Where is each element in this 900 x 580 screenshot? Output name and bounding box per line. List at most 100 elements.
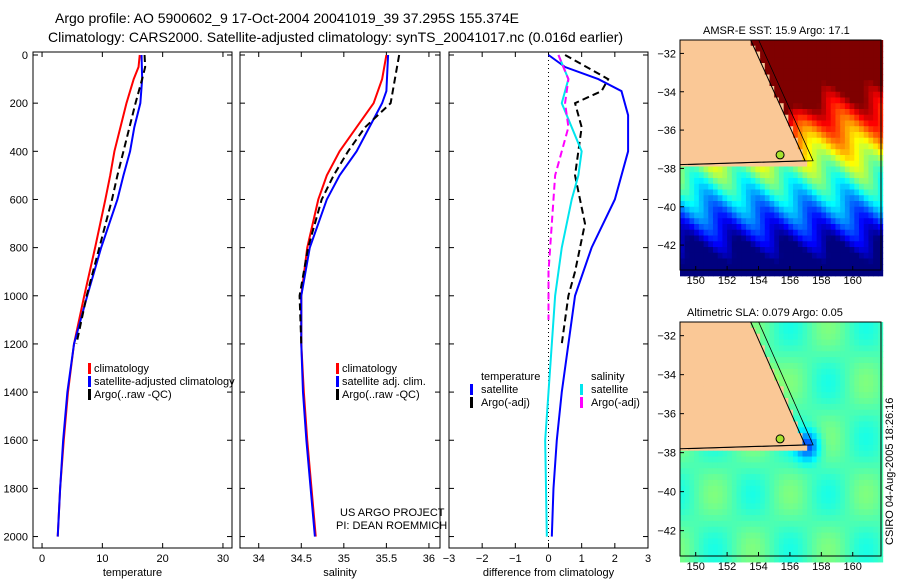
map-cell: [830, 450, 837, 458]
map-cell: [816, 322, 822, 329]
map-cell: [844, 368, 851, 376]
map-cell: [868, 91, 874, 99]
map-cell: [760, 212, 766, 219]
map-cell: [698, 91, 705, 99]
map-cell: [854, 143, 860, 150]
map-cell: [750, 322, 756, 329]
map-cell: [689, 503, 695, 510]
map-cell: [712, 172, 719, 179]
map-cell: [807, 172, 813, 179]
map-cell: [797, 51, 804, 58]
map-cell: [712, 427, 719, 434]
map-cell: [684, 97, 691, 104]
map-cell: [774, 189, 780, 196]
map-frame: [679, 39, 882, 271]
map-cell: [788, 97, 794, 104]
map-cell: [760, 491, 766, 499]
map-cell: [811, 339, 818, 346]
map-cell: [821, 103, 827, 110]
map-cell: [741, 520, 747, 528]
map-cell: [684, 57, 691, 64]
map-cell: [821, 515, 827, 522]
map-cell: [821, 532, 827, 540]
map-cell: [717, 374, 723, 382]
map-cell: [802, 427, 808, 434]
map-cell: [868, 468, 874, 475]
map-cell: [844, 126, 851, 133]
map-cell: [859, 509, 865, 516]
map-cell: [712, 322, 719, 329]
map-cell: [750, 172, 756, 179]
map-cell: [830, 398, 837, 405]
map-cell: [844, 80, 851, 87]
map-cell: [788, 235, 794, 242]
map-cell: [868, 212, 874, 219]
map-cell: [849, 247, 855, 254]
map-cell: [873, 270, 879, 277]
map-cell: [854, 415, 860, 423]
map-cell: [797, 57, 804, 64]
map-cell: [741, 374, 747, 382]
map-cell: [778, 132, 785, 139]
map-cell: [849, 474, 855, 481]
map-cell: [868, 462, 874, 469]
map-cell: [680, 45, 686, 53]
map-cell: [698, 491, 705, 499]
map-cell: [722, 166, 728, 173]
map-cell: [868, 503, 874, 510]
map-cell: [793, 218, 799, 225]
map-cell: [807, 183, 813, 191]
map-cell: [727, 109, 733, 116]
map-cell: [717, 91, 723, 99]
map-cell: [854, 462, 860, 469]
map-cell: [684, 45, 691, 53]
map-cell: [736, 327, 742, 335]
map-cell: [840, 444, 846, 452]
map-cell: [684, 497, 691, 504]
map-cell: [769, 137, 775, 145]
map-cell: [774, 403, 780, 411]
map-cell: [840, 368, 846, 376]
map-cell: [731, 91, 738, 99]
map-cell: [854, 212, 860, 219]
map-cell: [826, 91, 832, 99]
map-cell: [774, 86, 780, 93]
map-cell: [811, 544, 818, 551]
map-cell: [797, 532, 804, 540]
map-cell: [755, 120, 761, 127]
map-cell: [793, 556, 799, 563]
map-cell: [727, 322, 733, 329]
map-cell: [816, 398, 822, 405]
x-tick-label: −2: [476, 553, 489, 565]
map-cell: [811, 468, 818, 475]
map-cell: [830, 421, 837, 428]
map-cell: [727, 252, 733, 260]
map-cell: [783, 497, 789, 504]
map-cell: [684, 195, 691, 202]
map-cell: [793, 474, 799, 481]
map-cell: [727, 439, 733, 446]
map-cell: [821, 433, 827, 440]
map-cell: [802, 74, 808, 81]
map-cell: [778, 503, 785, 510]
map-cell: [717, 456, 723, 463]
map-cell: [755, 241, 761, 248]
map-cell: [783, 409, 789, 417]
map-cell: [689, 224, 695, 231]
map-cell: [727, 114, 733, 122]
map-cell: [727, 241, 733, 248]
map-cell: [708, 491, 714, 499]
map-cell: [774, 345, 780, 352]
map-cell: [769, 51, 775, 58]
map-cell: [788, 491, 794, 499]
map-cell: [769, 270, 775, 277]
map-cell: [821, 68, 827, 76]
map-cell: [769, 189, 775, 196]
map-cell: [717, 247, 723, 254]
map-cell: [708, 509, 714, 516]
map-cell: [717, 392, 723, 399]
map-cell: [840, 520, 846, 528]
map-cell: [778, 166, 785, 173]
map-cell: [816, 503, 822, 510]
map-cell: [849, 526, 855, 534]
